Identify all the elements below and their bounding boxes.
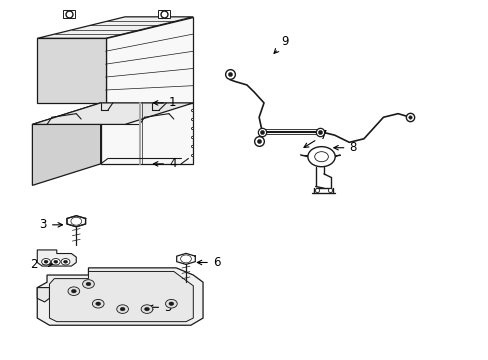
Circle shape [96, 302, 101, 306]
Polygon shape [37, 250, 76, 266]
Text: 3: 3 [40, 218, 62, 231]
Text: 6: 6 [197, 256, 220, 269]
Circle shape [68, 287, 80, 296]
Circle shape [51, 258, 60, 265]
Circle shape [71, 217, 81, 225]
Circle shape [71, 289, 76, 293]
Polygon shape [32, 103, 101, 185]
Polygon shape [101, 103, 193, 164]
Polygon shape [37, 288, 49, 302]
Circle shape [44, 260, 48, 263]
Polygon shape [63, 10, 75, 18]
Text: 4: 4 [153, 157, 176, 170]
Circle shape [314, 152, 328, 162]
Circle shape [82, 280, 94, 288]
Circle shape [41, 258, 50, 265]
Polygon shape [37, 268, 203, 325]
Circle shape [61, 258, 70, 265]
Text: 1: 1 [153, 96, 176, 109]
Polygon shape [49, 271, 193, 321]
Circle shape [165, 300, 177, 308]
Polygon shape [105, 17, 193, 103]
Polygon shape [32, 103, 193, 125]
Circle shape [180, 255, 191, 263]
Text: 8: 8 [333, 141, 356, 154]
Text: 9: 9 [273, 35, 288, 53]
Polygon shape [176, 253, 195, 264]
Circle shape [92, 300, 104, 308]
Polygon shape [37, 17, 193, 39]
Circle shape [307, 147, 334, 167]
Text: 7: 7 [304, 129, 327, 147]
Circle shape [141, 305, 153, 314]
Text: 2: 2 [30, 258, 53, 271]
Circle shape [63, 260, 67, 263]
Circle shape [117, 305, 128, 314]
Circle shape [120, 307, 125, 311]
Polygon shape [67, 216, 85, 227]
Polygon shape [37, 39, 105, 103]
Circle shape [168, 302, 173, 306]
Circle shape [86, 282, 91, 286]
Polygon shape [158, 10, 169, 18]
Text: 5: 5 [148, 301, 171, 314]
Circle shape [144, 307, 149, 311]
Circle shape [54, 260, 58, 263]
